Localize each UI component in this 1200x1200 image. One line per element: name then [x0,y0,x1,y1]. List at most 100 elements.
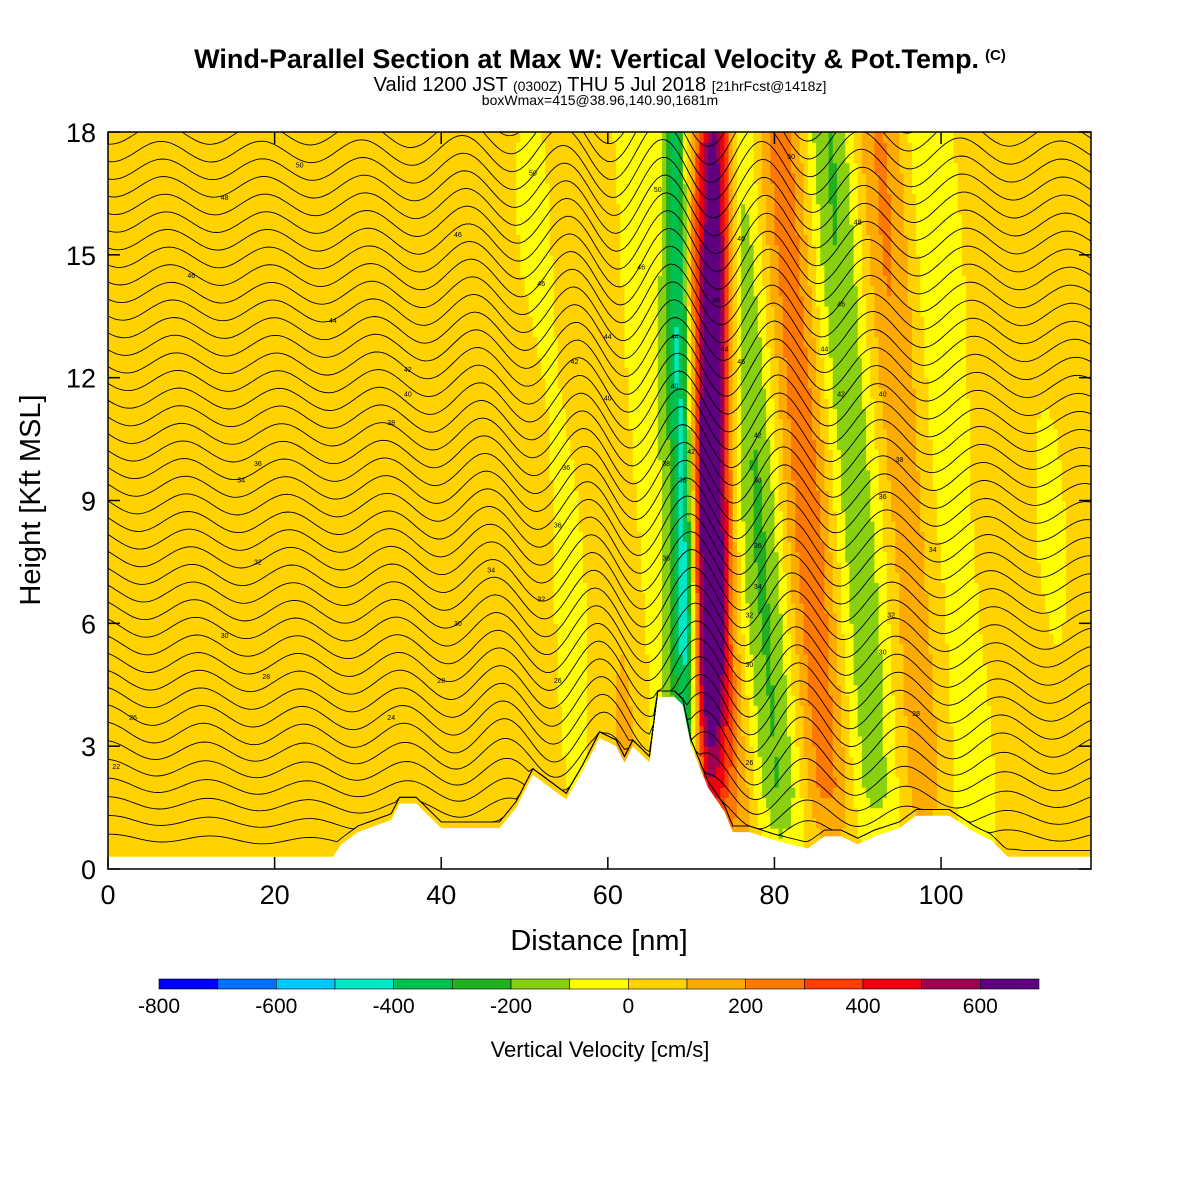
velocity-cell [341,254,347,266]
velocity-cell [278,694,284,706]
velocity-cell [116,152,122,164]
velocity-cell [124,715,130,727]
velocity-cell [145,582,151,594]
velocity-cell [141,152,147,164]
velocity-cell [220,306,226,317]
velocity-cell [349,694,355,706]
velocity-cell [182,480,188,491]
velocity-cell [332,172,338,184]
velocity-cell [195,715,201,727]
velocity-cell [328,459,334,471]
velocity-cell [216,674,222,686]
velocity-cell [191,224,197,235]
velocity-cell [337,449,342,461]
velocity-cell [187,582,192,594]
velocity-cell [237,787,242,798]
velocity-cell [257,418,263,430]
velocity-cell [153,633,159,645]
velocity-cell [112,807,117,819]
velocity-cell [153,725,159,737]
velocity-cell [153,510,159,522]
velocity-cell [270,224,276,235]
velocity-cell [362,439,367,450]
velocity-cell [162,132,167,143]
velocity-cell [162,316,167,328]
velocity-cell [228,735,234,747]
velocity-cell [203,510,209,522]
velocity-cell [228,408,234,420]
velocity-cell [382,428,388,440]
box-info: boxWmax=415@38.96,140.90,1681m [0,92,1200,108]
velocity-cell [166,654,172,665]
velocity-cell [203,787,209,798]
velocity-cell [207,172,213,184]
velocity-cell [312,428,317,440]
velocity-cell [141,531,147,543]
velocity-cell [157,316,163,328]
velocity-cell [178,817,184,829]
velocity-cell [337,306,342,317]
velocity-cell [299,357,305,369]
velocity-cell [291,459,297,471]
velocity-cell [349,357,355,369]
velocity-cell [320,346,326,358]
velocity-cell [382,275,388,287]
velocity-cell [378,531,384,543]
velocity-cell [357,797,363,809]
velocity-cell [253,449,259,461]
velocity-cell [153,224,159,235]
velocity-cell [162,572,167,583]
velocity-cell [249,592,255,604]
velocity-cell [199,469,205,481]
velocity-cell [132,306,138,317]
velocity-cell [170,367,176,379]
velocity-cell [199,746,205,758]
velocity-cell [312,572,317,583]
velocity-cell [328,643,334,655]
velocity-cell [216,306,222,317]
velocity-cell [295,582,301,594]
velocity-cell [374,735,380,747]
velocity-cell [120,510,126,522]
velocity-cell [291,592,297,604]
velocity-cell [145,428,151,440]
velocity-cell [341,674,347,686]
velocity-cell [212,142,217,154]
velocity-cell [324,377,330,389]
velocity-cell [337,572,342,583]
velocity-cell [287,848,292,860]
velocity-cell [108,838,113,850]
velocity-cell [203,551,209,563]
velocity-cell [128,787,134,798]
velocity-cell [191,684,197,696]
velocity-cell [320,643,326,655]
velocity-cell [324,848,330,860]
velocity-cell [307,776,313,788]
velocity-cell [162,346,167,358]
velocity-cell [257,520,263,532]
velocity-cell [216,408,222,420]
velocity-cell [120,633,126,645]
velocity-cell [124,398,130,409]
velocity-cell [378,684,384,696]
velocity-cell [124,500,130,512]
velocity-cell [216,398,222,409]
velocity-cell [195,746,201,758]
velocity-cell [345,418,351,430]
velocity-cell [341,172,347,184]
velocity-cell [362,592,367,604]
velocity-cell [378,602,384,614]
velocity-cell [153,387,159,399]
velocity-cell [312,193,317,205]
velocity-cell [228,654,234,665]
velocity-cell [220,152,226,164]
velocity-cell [291,469,297,481]
velocity-cell [212,633,217,645]
velocity-cell [141,715,147,727]
velocity-cell [228,746,234,758]
velocity-cell [312,684,317,696]
velocity-cell [332,633,338,645]
velocity-cell [307,254,313,266]
velocity-cell [337,725,342,737]
velocity-cell [299,183,305,195]
